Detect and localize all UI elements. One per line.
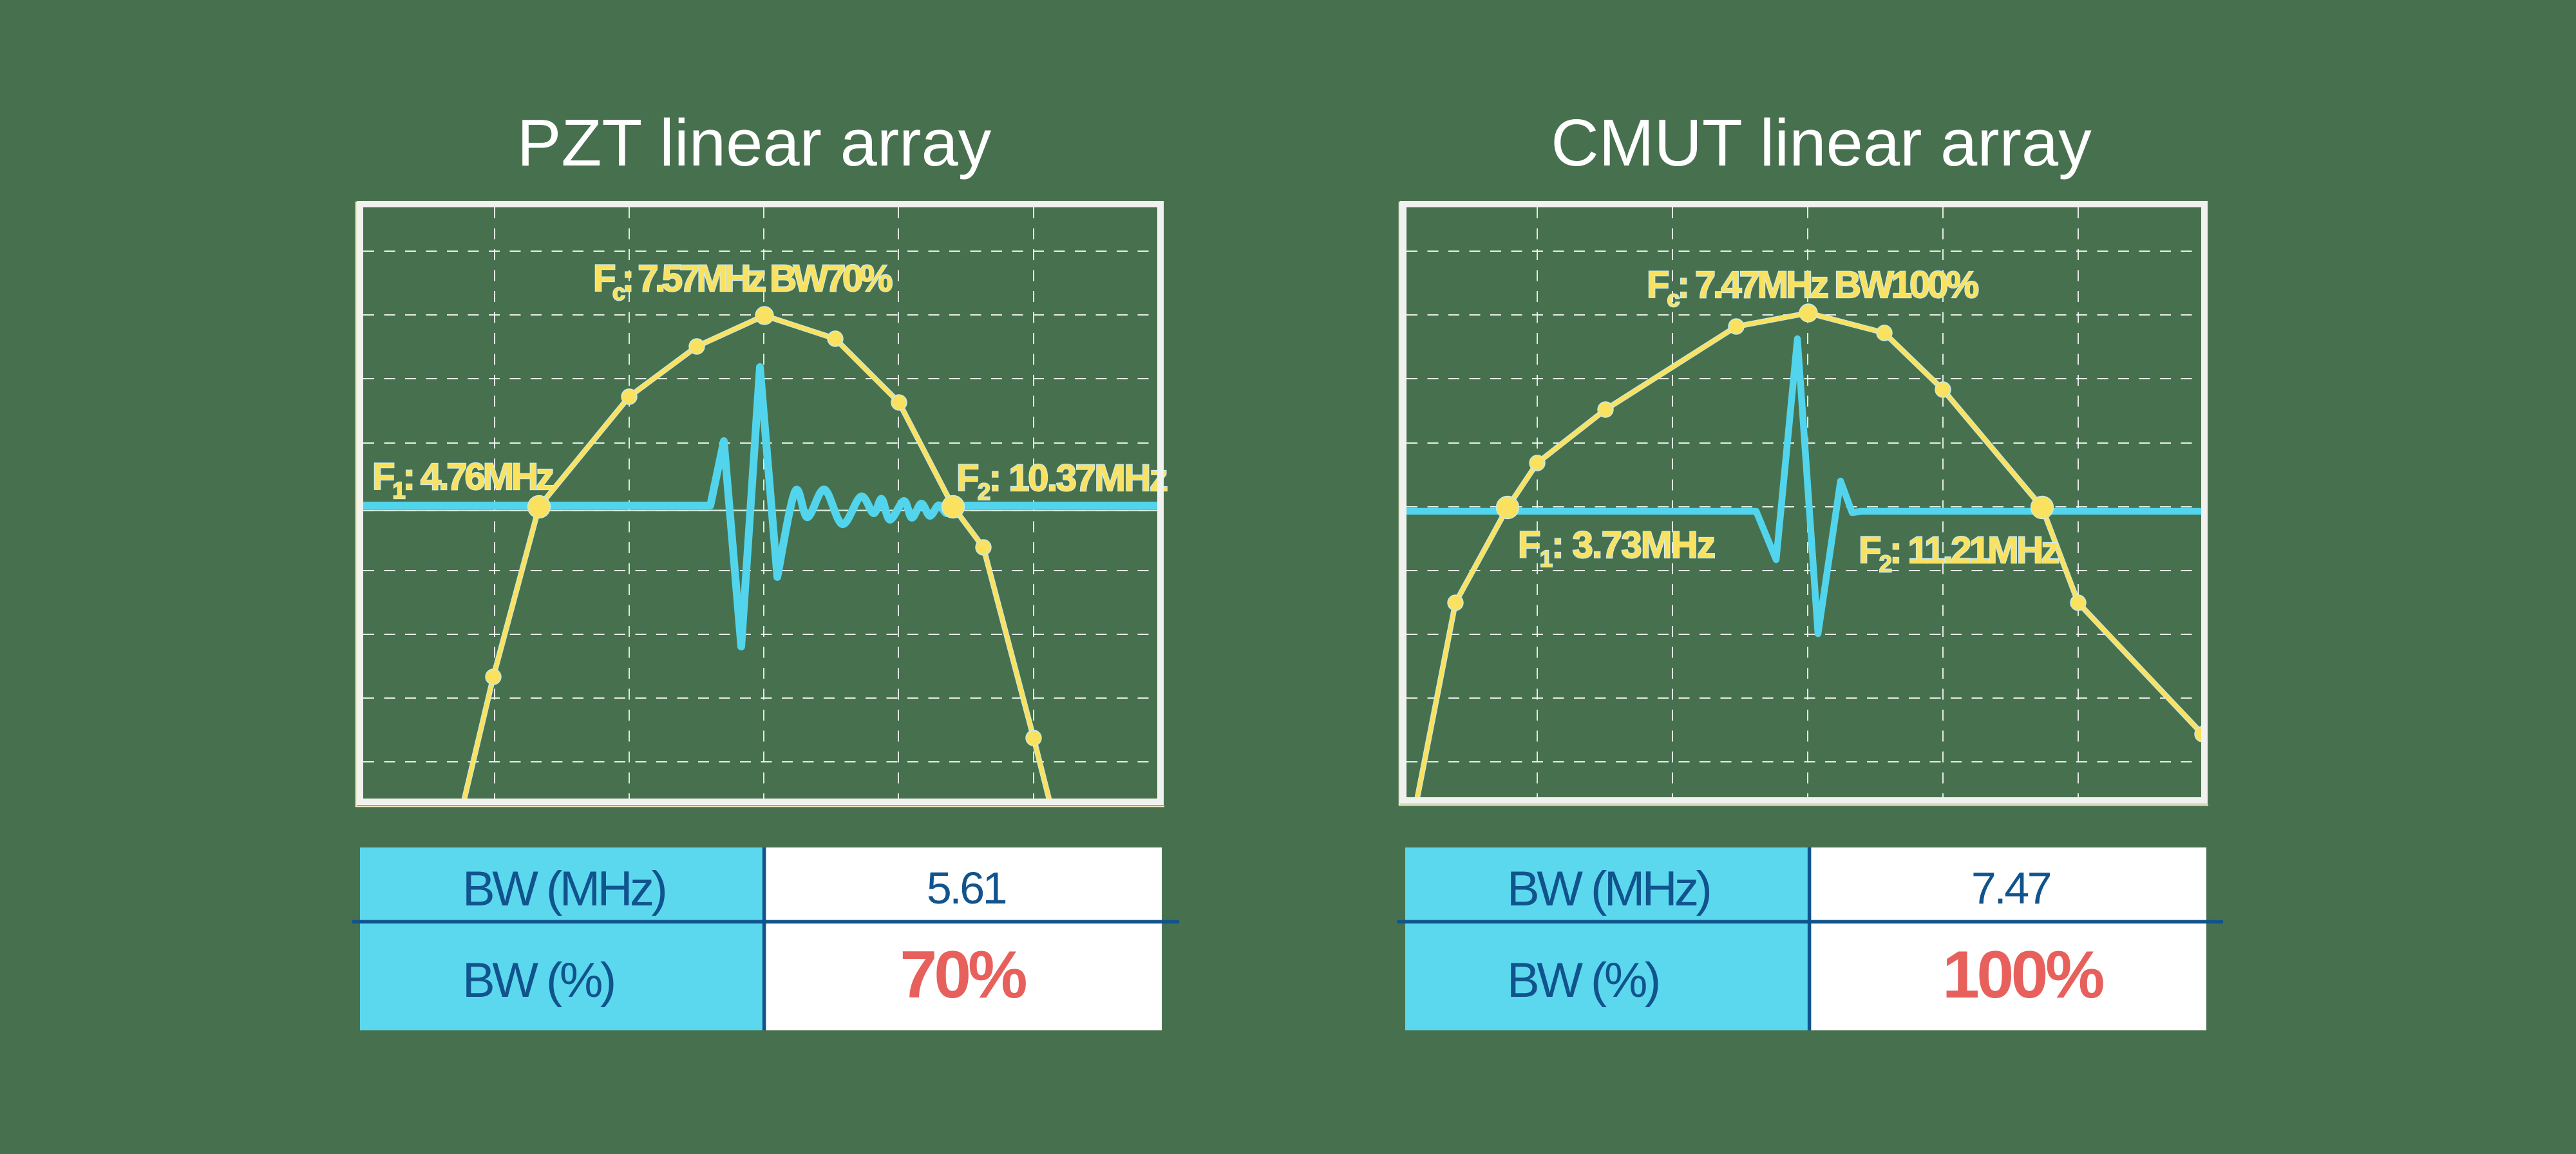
svg-text:7.47: 7.47 [1971, 863, 2050, 913]
svg-text:100%: 100% [1942, 938, 2103, 1012]
svg-text:BW (%): BW (%) [1507, 953, 1658, 1008]
svg-text:F1: 4.76MHz: F1: 4.76MHz [372, 456, 553, 504]
svg-text:BW (%): BW (%) [462, 953, 614, 1008]
svg-text:F2: 10.37MHz: F2: 10.37MHz [956, 457, 1167, 505]
svg-text:70%: 70% [900, 938, 1026, 1012]
svg-text:F2: 11.21MHz: F2: 11.21MHz [1859, 529, 2058, 577]
svg-text:Fc: 7.57MHz BW70%: Fc: 7.57MHz BW70% [593, 258, 893, 305]
svg-text:BW (MHz): BW (MHz) [462, 862, 665, 916]
svg-text:Fc: 7.47MHz BW100%: Fc: 7.47MHz BW100% [1647, 264, 1978, 312]
svg-text:CMUT linear array: CMUT linear array [1551, 106, 2092, 180]
svg-text:PZT linear array: PZT linear array [517, 106, 992, 180]
svg-text:BW (MHz): BW (MHz) [1507, 862, 1710, 916]
svg-text:5.61: 5.61 [927, 863, 1006, 913]
